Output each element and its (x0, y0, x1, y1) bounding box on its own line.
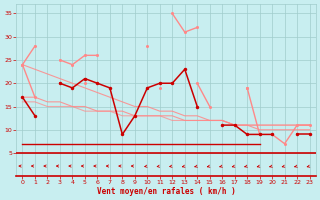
X-axis label: Vent moyen/en rafales ( km/h ): Vent moyen/en rafales ( km/h ) (97, 187, 236, 196)
